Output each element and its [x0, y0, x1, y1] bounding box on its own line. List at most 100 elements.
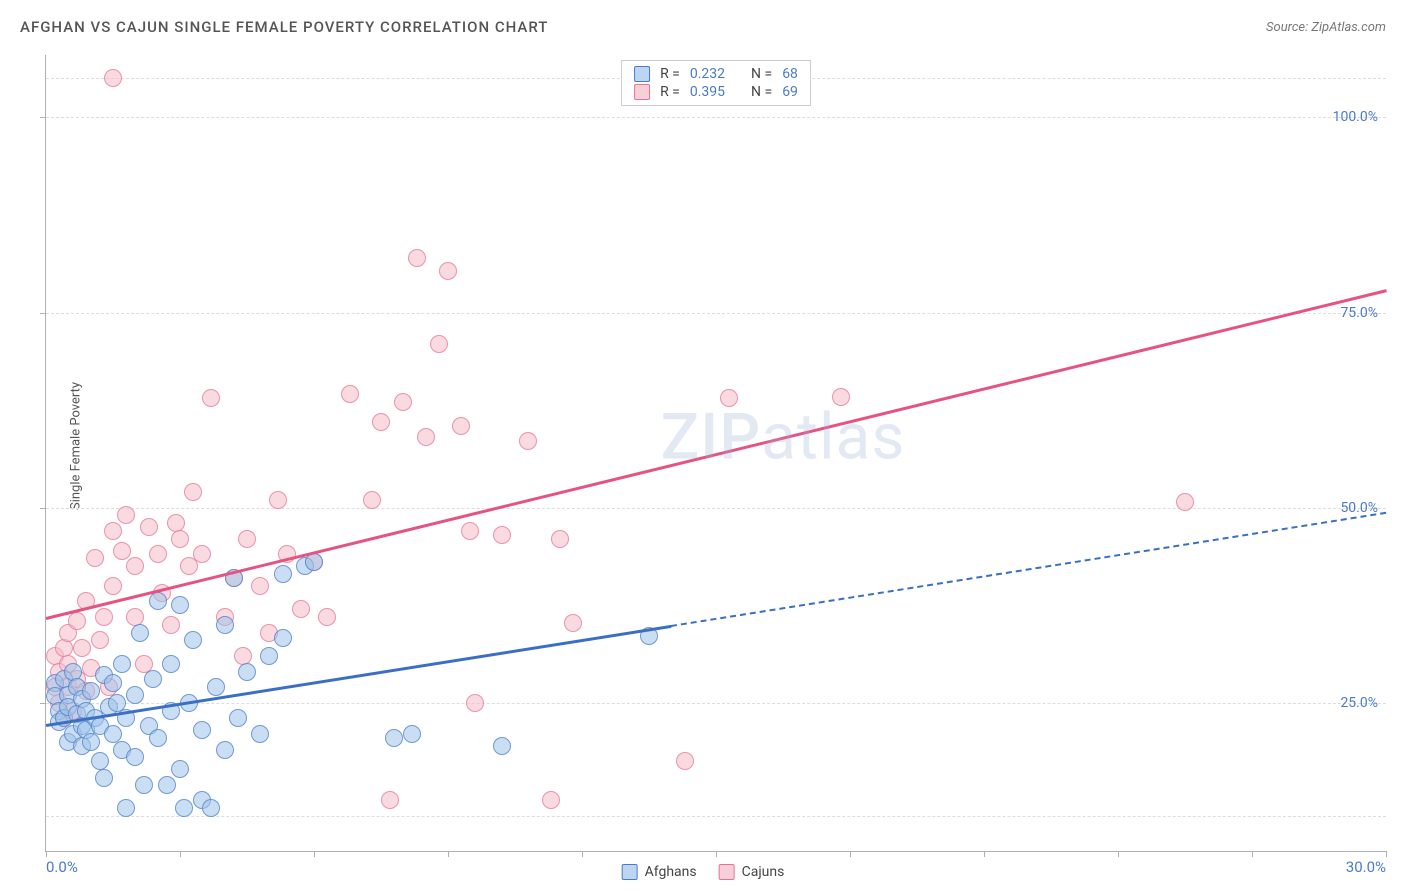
y-tick-label: 25.0% — [1340, 695, 1378, 711]
point-afghan — [385, 729, 403, 747]
gridline — [46, 117, 1386, 118]
point-cajun — [171, 530, 189, 548]
x-tick-label: 0.0% — [46, 858, 78, 876]
point-cajun — [394, 393, 412, 411]
point-cajun — [318, 608, 336, 626]
point-cajun — [251, 577, 269, 595]
point-afghan — [175, 799, 193, 817]
point-cajun — [519, 432, 537, 450]
point-cajun — [104, 69, 122, 87]
point-cajun — [126, 557, 144, 575]
point-cajun — [292, 600, 310, 618]
point-afghan — [158, 776, 176, 794]
point-cajun — [104, 577, 122, 595]
point-cajun — [238, 530, 256, 548]
point-afghan — [117, 799, 135, 817]
point-afghan — [184, 631, 202, 649]
point-cajun — [341, 385, 359, 403]
chart-title: AFGHAN VS CAJUN SINGLE FEMALE POVERTY CO… — [20, 18, 548, 36]
point-cajun — [269, 491, 287, 509]
point-cajun — [408, 249, 426, 267]
point-afghan — [104, 674, 122, 692]
trendline-afghans-extrapolated — [671, 512, 1386, 627]
y-tick-label: 100.0% — [1333, 109, 1378, 125]
point-afghan — [144, 670, 162, 688]
point-cajun — [73, 639, 91, 657]
legend-row: R = 0.395 N = 69 — [634, 83, 798, 101]
point-afghan — [113, 655, 131, 673]
point-cajun — [363, 491, 381, 509]
point-cajun — [149, 545, 167, 563]
point-cajun — [68, 612, 86, 630]
point-afghan — [126, 686, 144, 704]
swatch-blue-icon — [622, 864, 638, 880]
gridline — [46, 313, 1386, 314]
point-afghan — [91, 752, 109, 770]
point-afghan — [216, 616, 234, 634]
point-cajun — [832, 388, 850, 406]
point-afghan — [149, 592, 167, 610]
swatch-pink-icon — [719, 864, 735, 880]
point-afghan — [171, 596, 189, 614]
point-cajun — [117, 506, 135, 524]
chart-header: AFGHAN VS CAJUN SINGLE FEMALE POVERTY CO… — [20, 18, 1386, 36]
point-cajun — [86, 549, 104, 567]
point-afghan — [149, 729, 167, 747]
point-afghan — [403, 725, 421, 743]
point-afghan — [82, 682, 100, 700]
point-afghan — [82, 733, 100, 751]
point-afghan — [305, 553, 323, 571]
point-cajun — [417, 428, 435, 446]
point-cajun — [162, 616, 180, 634]
chart-source: Source: ZipAtlas.com — [1266, 20, 1386, 35]
point-afghan — [260, 647, 278, 665]
point-afghan — [193, 721, 211, 739]
point-afghan — [493, 737, 511, 755]
trendline-cajuns — [46, 289, 1387, 619]
point-afghan — [171, 760, 189, 778]
point-cajun — [140, 518, 158, 536]
point-afghan — [251, 725, 269, 743]
point-afghan — [126, 748, 144, 766]
point-cajun — [430, 335, 448, 353]
point-afghan — [216, 741, 234, 759]
legend-item-cajuns: Cajuns — [719, 864, 785, 880]
legend-item-afghans: Afghans — [622, 864, 697, 880]
point-cajun — [439, 262, 457, 280]
swatch-pink-icon — [634, 84, 650, 100]
point-cajun — [95, 608, 113, 626]
point-afghan — [131, 624, 149, 642]
point-cajun — [202, 389, 220, 407]
point-cajun — [372, 413, 390, 431]
point-cajun — [104, 522, 122, 540]
point-cajun — [461, 522, 479, 540]
point-cajun — [193, 545, 211, 563]
point-cajun — [564, 614, 582, 632]
point-cajun — [184, 483, 202, 501]
point-afghan — [135, 776, 153, 794]
series-legend: Afghans Cajuns — [622, 864, 785, 880]
point-cajun — [381, 791, 399, 809]
legend-row: R = 0.232 N = 68 — [634, 65, 798, 83]
point-cajun — [452, 417, 470, 435]
point-afghan — [162, 655, 180, 673]
point-cajun — [493, 526, 511, 544]
point-afghan — [274, 629, 292, 647]
point-afghan — [202, 799, 220, 817]
point-cajun — [542, 791, 560, 809]
point-cajun — [1176, 493, 1194, 511]
correlation-legend: R = 0.232 N = 68 R = 0.395 N = 69 — [621, 60, 811, 106]
x-tick-label: 30.0% — [1346, 858, 1386, 876]
point-cajun — [91, 631, 109, 649]
point-afghan — [274, 565, 292, 583]
swatch-blue-icon — [634, 66, 650, 82]
point-cajun — [720, 389, 738, 407]
point-afghan — [229, 709, 247, 727]
chart-plot-area: ZIPatlas R = 0.232 N = 68 R = 0.395 N = … — [45, 55, 1386, 852]
gridline — [46, 816, 1386, 817]
point-cajun — [466, 694, 484, 712]
gridline — [46, 703, 1386, 704]
y-tick-label: 75.0% — [1340, 305, 1378, 321]
point-afghan — [207, 678, 225, 696]
point-cajun — [113, 542, 131, 560]
